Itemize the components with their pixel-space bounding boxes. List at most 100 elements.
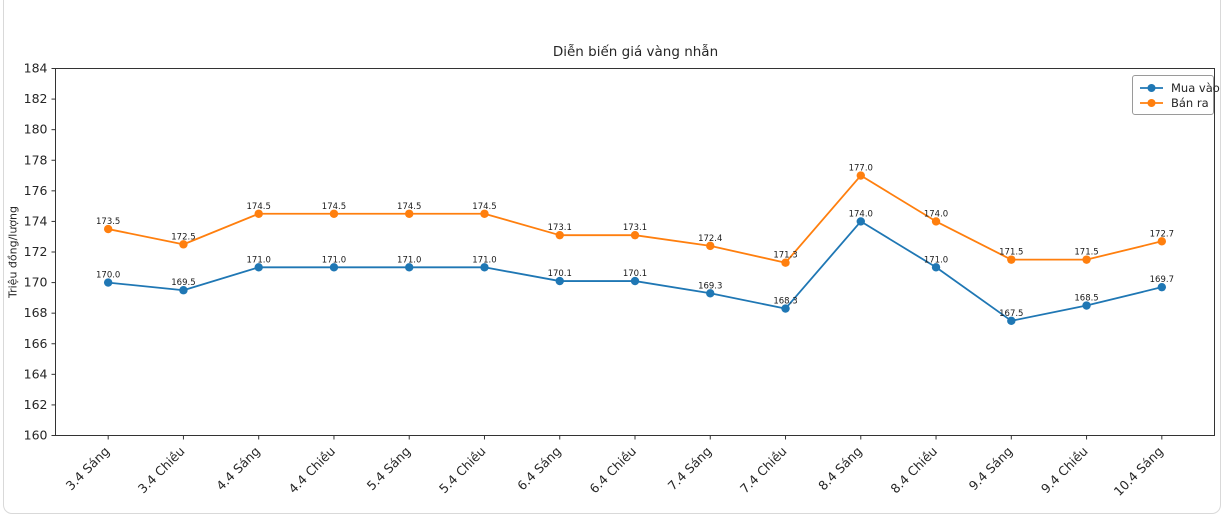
data-point — [555, 230, 564, 240]
point-label: 174.5 — [322, 202, 346, 212]
legend-label-buy: Mua vào — [1171, 80, 1220, 95]
data-point — [781, 304, 790, 313]
point-label: 173.1 — [548, 223, 572, 233]
point-label: 167.5 — [999, 309, 1023, 319]
y-tick-label: 160 — [24, 428, 48, 443]
data-point — [555, 276, 564, 286]
point-label: 177.0 — [849, 164, 873, 174]
data-point — [1082, 301, 1091, 310]
data-point — [706, 241, 715, 251]
data-point — [103, 278, 113, 287]
legend-line-sample-buy — [1140, 83, 1163, 92]
data-point — [1157, 237, 1167, 246]
y-tick-label: 172 — [24, 244, 48, 259]
data-point — [931, 263, 941, 272]
point-label: 168.3 — [773, 297, 797, 307]
x-tick-label: 5.4 Sáng — [364, 444, 414, 494]
legend-line-sample-sell — [1140, 98, 1163, 107]
point-label: 172.4 — [698, 234, 722, 244]
point-label: 169.7 — [1150, 275, 1174, 285]
point-label: 170.1 — [623, 269, 647, 279]
data-point — [405, 263, 414, 272]
y-tick-label: 184 — [24, 61, 48, 76]
point-label: 172.5 — [171, 232, 195, 242]
chart-legend: Mua vào Bán ra — [1132, 75, 1220, 115]
data-point — [1007, 316, 1016, 326]
x-tick-label: 3.4 Sáng — [63, 444, 113, 494]
x-tick-label: 8.4 Sáng — [815, 444, 865, 494]
x-tick-label: 4.4 Sáng — [213, 444, 263, 494]
point-label: 171.3 — [773, 251, 797, 261]
legend-item-buy: Mua vào — [1139, 80, 1220, 95]
axes-frame — [55, 68, 1215, 436]
point-label: 170.1 — [548, 269, 572, 279]
data-point — [103, 224, 113, 234]
legend-label-sell: Bán ra — [1171, 95, 1209, 110]
data-point — [179, 286, 188, 295]
y-tick-label: 168 — [24, 305, 48, 320]
point-label: 171.0 — [247, 255, 271, 265]
x-tick-label: 6.4 Sáng — [514, 444, 564, 494]
point-label: 169.5 — [171, 278, 195, 288]
data-point — [931, 217, 941, 226]
point-label: 173.5 — [96, 217, 120, 227]
data-point — [630, 230, 640, 240]
legend-item-sell: Bán ra — [1139, 95, 1209, 110]
data-point — [856, 171, 865, 180]
y-tick-label: 182 — [24, 91, 48, 106]
point-label: 173.1 — [623, 223, 647, 233]
data-point — [480, 209, 489, 218]
data-point — [1082, 255, 1091, 264]
point-label: 170.0 — [96, 271, 120, 281]
chart-card — [3, 0, 1221, 514]
y-tick-label: 176 — [24, 183, 48, 198]
point-label: 174.5 — [247, 202, 271, 212]
point-label: 171.5 — [999, 248, 1023, 258]
data-point — [856, 217, 865, 226]
point-label: 174.0 — [924, 209, 948, 219]
data-point — [1007, 255, 1016, 264]
data-point — [179, 240, 188, 249]
y-tick-label: 162 — [24, 397, 48, 412]
point-label: 172.7 — [1150, 229, 1174, 239]
point-label: 171.0 — [397, 255, 421, 265]
y-axis-label: Triệu đồng/lượng — [6, 205, 20, 299]
x-tick-label: 5.4 Chiều — [436, 444, 489, 497]
x-tick-label: 6.4 Chiều — [586, 444, 639, 497]
point-label: 174.0 — [849, 209, 873, 219]
x-tick-label: 3.4 Chiều — [135, 444, 188, 497]
x-tick-label: 9.4 Sáng — [966, 444, 1016, 494]
y-tick-label: 166 — [24, 336, 48, 351]
point-label: 171.0 — [472, 255, 496, 265]
point-label: 171.0 — [924, 255, 948, 265]
point-label: 168.5 — [1074, 294, 1098, 304]
data-point — [254, 263, 263, 272]
x-tick-label: 7.4 Chiều — [737, 444, 790, 497]
x-tick-label: 8.4 Chiều — [887, 444, 940, 497]
data-point — [480, 263, 489, 272]
data-point — [781, 258, 790, 267]
y-tick-label: 164 — [24, 366, 48, 381]
data-point — [405, 209, 414, 218]
data-point — [1157, 282, 1167, 292]
y-tick-label: 178 — [24, 152, 48, 167]
data-point — [329, 263, 339, 272]
point-label: 174.5 — [472, 202, 496, 212]
y-tick-label: 180 — [24, 122, 48, 137]
point-label: 174.5 — [397, 202, 421, 212]
point-label: 171.0 — [322, 255, 346, 265]
x-tick-label: 9.4 Chiều — [1038, 444, 1091, 497]
x-tick-label: 10.4 Sáng — [1111, 444, 1166, 499]
x-tick-label: 7.4 Sáng — [665, 444, 715, 494]
data-point — [706, 289, 715, 298]
x-tick-label: 4.4 Chiều — [285, 444, 338, 497]
y-tick-label: 174 — [24, 213, 48, 228]
y-tick-label: 170 — [24, 275, 48, 290]
data-point — [630, 276, 640, 286]
point-label: 169.3 — [698, 281, 722, 291]
point-label: 171.5 — [1074, 248, 1098, 258]
chart-title: Diễn biến giá vàng nhẫn — [552, 44, 719, 60]
data-point — [254, 209, 263, 218]
